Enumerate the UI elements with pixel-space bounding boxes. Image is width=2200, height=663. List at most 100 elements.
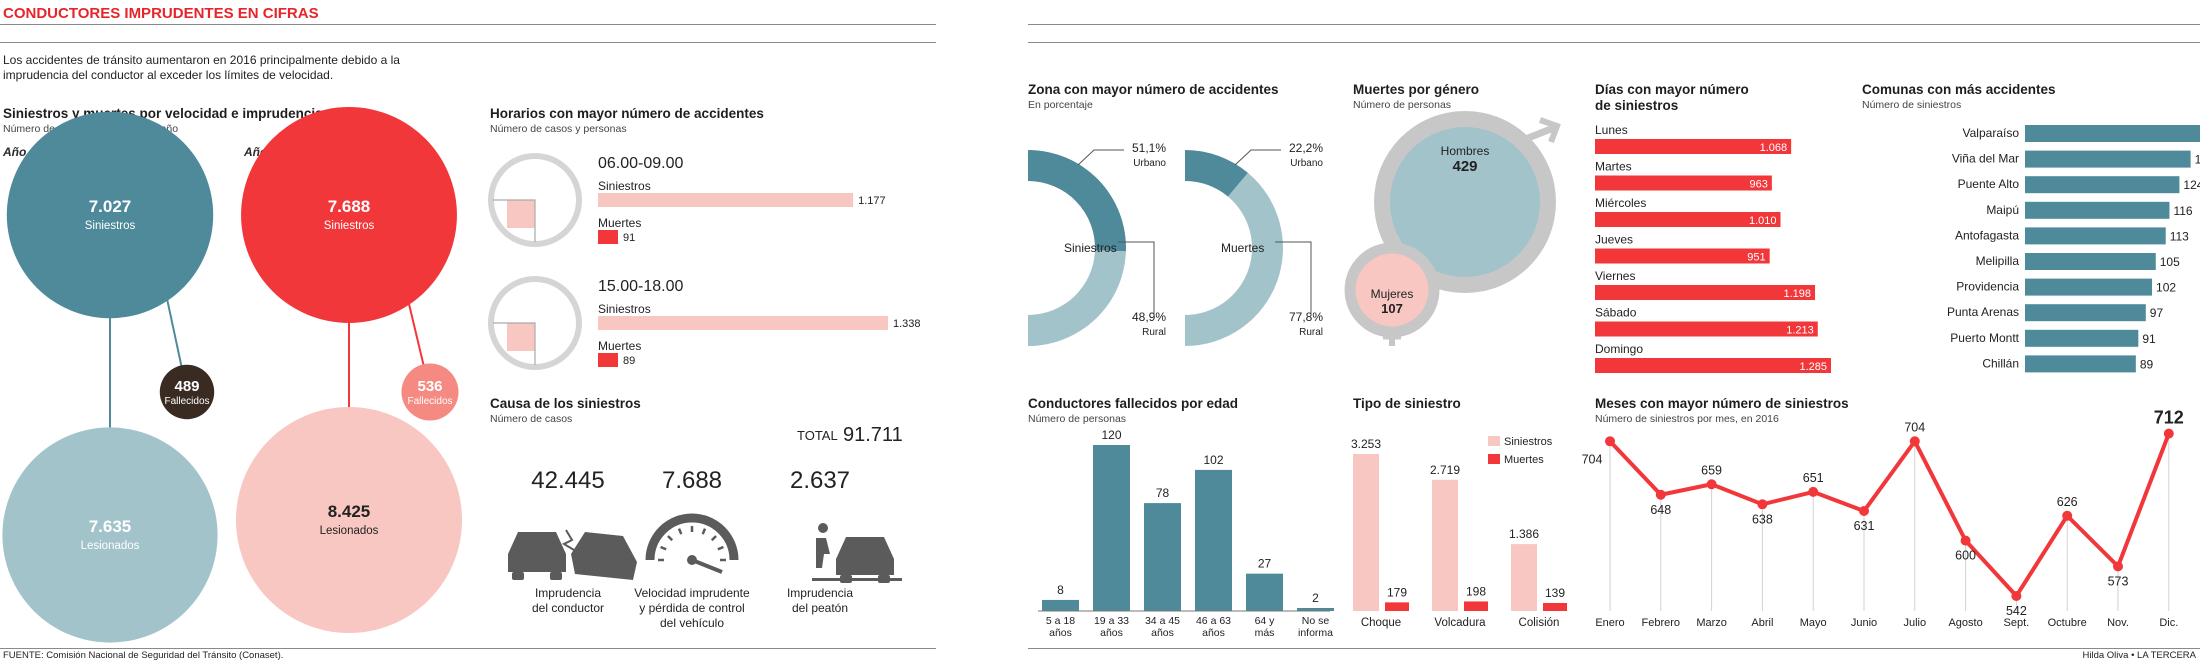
mujeres-name: Mujeres <box>1371 287 1414 301</box>
urbano-leader-1 <box>1234 149 1281 166</box>
edad-bar-4 <box>1246 573 1283 611</box>
slot-muertes-name-0: Muertes <box>598 216 641 230</box>
dia-label-6: Domingo <box>1595 342 1643 356</box>
cause-value-0: 42.445 <box>531 467 604 494</box>
dia-bar-label-3: 951 <box>1747 252 1765 264</box>
cause-value-2: 2.637 <box>790 467 850 494</box>
tipo-muertes-bar-0 <box>1385 602 1409 611</box>
legend-muertes: Muertes <box>1504 454 1544 466</box>
horarios-title: Horarios con mayor número de accidentes <box>490 106 764 121</box>
edad-bar-5 <box>1297 608 1334 611</box>
slot-muertes-name-1: Muertes <box>598 339 641 353</box>
source-note: FUENTE: Comisión Nacional de Seguridad d… <box>3 650 284 661</box>
comuna-bar-9 <box>2025 355 2136 373</box>
dia-label-4: Viernes <box>1595 269 1635 283</box>
cause-label-1-0: Velocidad imprudente <box>634 586 750 600</box>
tipo-siniestros-label-0: 3.253 <box>1351 437 1381 451</box>
edad-cat-2-1: años <box>1151 627 1174 639</box>
fallecidos-name-0: Fallecidos <box>164 396 209 407</box>
urbano-name-0: Urbano <box>1133 158 1166 169</box>
tipo-cat-1: Volcadura <box>1434 617 1486 629</box>
dia-bar-5 <box>1595 321 1818 337</box>
rural-value-1: 77,8% <box>1289 310 1323 324</box>
urbano-value-1: 22,2% <box>1289 141 1323 155</box>
clock-hands-1 <box>493 322 536 365</box>
comuna-bar-5 <box>2025 253 2156 270</box>
month-value-5: 631 <box>1854 519 1875 533</box>
lesionados-value-0: 7.635 <box>89 517 132 536</box>
dia-bar-2 <box>1595 212 1781 227</box>
causas-title: Causa de los siniestros <box>490 396 641 411</box>
edad-cat-2-0: 34 a 45 <box>1145 615 1180 627</box>
comuna-bar-label-6: 102 <box>2156 281 2176 295</box>
edad-cat-0-0: 5 a 18 <box>1046 615 1075 627</box>
edad-bar-label-3: 102 <box>1203 453 1223 467</box>
edad-cat-0-1: años <box>1049 627 1072 639</box>
dia-bar-6 <box>1595 358 1831 373</box>
edad-cat-3-0: 46 a 63 <box>1196 615 1231 627</box>
clock-fill-0 <box>506 200 535 229</box>
comuna-bar-4 <box>2025 227 2166 245</box>
month-point-9 <box>2062 510 2073 521</box>
edad-title: Conductores fallecidos por edad <box>1028 396 1239 411</box>
comuna-bar-label-4: 113 <box>2170 229 2189 243</box>
month-point-3 <box>1757 499 1768 510</box>
comuna-label-8: Puerto Montt <box>1950 331 2019 345</box>
rural-value-0: 48,9% <box>1132 310 1166 324</box>
edad-bar-label-4: 27 <box>1258 557 1272 571</box>
rural-name-1: Rural <box>1299 327 1323 338</box>
dias-title-line-1: Días con mayor número <box>1595 82 1749 97</box>
mujeres-bubble <box>1355 253 1429 327</box>
month-value-8: 542 <box>2006 604 2027 618</box>
donut-name-0: Siniestros <box>1064 241 1117 255</box>
fallecidos-name-1: Fallecidos <box>407 396 452 407</box>
edad-cat-5-1: informa <box>1298 627 1333 639</box>
speedometer-icon <box>645 513 739 574</box>
urbano-leader-0 <box>1077 149 1124 166</box>
comuna-bar-1 <box>2025 150 2191 168</box>
month-value-1: 648 <box>1650 503 1671 517</box>
horarios-subtitle: Número de casos y personas <box>490 123 627 135</box>
edad-cat-4-1: más <box>1255 627 1275 639</box>
tipo-muertes-bar-1 <box>1464 601 1488 611</box>
genero-title: Muertes por género <box>1353 82 1480 97</box>
comuna-bar-7 <box>2025 304 2146 322</box>
siniestros-bubble-1 <box>241 107 457 323</box>
comuna-bar-2 <box>2025 176 2180 194</box>
edad-subtitle: Número de personas <box>1028 413 1127 425</box>
comuna-bar-label-3: 116 <box>2173 204 2192 218</box>
tipo-muertes-label-2: 139 <box>1545 586 1565 600</box>
dia-bar-1 <box>1595 175 1772 191</box>
urbano-value-0: 51,1% <box>1132 141 1166 155</box>
comuna-label-5: Melipilla <box>1976 254 2020 268</box>
lesionados-bubble-0 <box>2 427 218 643</box>
muertes-bar-label-0: 91 <box>623 232 635 244</box>
comuna-label-6: Providencia <box>1956 280 2019 294</box>
total-value: 91.711 <box>843 424 903 446</box>
causas-subtitle: Número de casos <box>490 413 573 425</box>
urbano-name-1: Urbano <box>1290 158 1323 169</box>
month-point-4 <box>1808 486 1819 497</box>
male-symbol-icon <box>1539 117 1561 144</box>
dia-label-1: Martes <box>1595 160 1632 174</box>
dias-title-line-2: de siniestros <box>1595 98 1679 113</box>
month-label-4: Mayo <box>1800 617 1827 629</box>
muertes-bar-0 <box>598 230 618 244</box>
comuna-bar-label-9: 89 <box>2140 357 2154 371</box>
dia-bar-label-1: 963 <box>1750 179 1768 191</box>
lesionados-name-0: Lesionados <box>81 540 140 552</box>
urbano-arc-0 <box>1028 150 1126 252</box>
legend-siniestros: Siniestros <box>1504 436 1553 448</box>
fallecidos-bubble-1 <box>401 363 459 421</box>
hombres-name: Hombres <box>1441 144 1490 158</box>
tipo-title: Tipo de siniestro <box>1353 396 1461 411</box>
tipo-siniestros-label-1: 2.719 <box>1430 463 1460 477</box>
month-label-10: Nov. <box>2107 617 2129 629</box>
rural-leader-1 <box>1275 241 1312 316</box>
meses-line <box>1608 432 2171 598</box>
pedestrian-car-icon <box>812 523 902 583</box>
month-label-1: Febrero <box>1642 617 1681 629</box>
edad-cat-1-1: años <box>1100 627 1123 639</box>
comunas-subtitle: Número de siniestros <box>1862 99 1962 111</box>
siniestros-name-1: Siniestros <box>324 220 375 232</box>
